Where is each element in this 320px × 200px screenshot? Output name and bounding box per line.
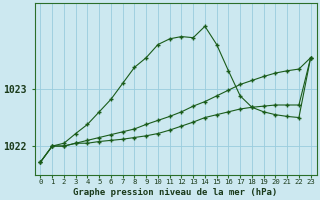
X-axis label: Graphe pression niveau de la mer (hPa): Graphe pression niveau de la mer (hPa): [74, 188, 278, 197]
